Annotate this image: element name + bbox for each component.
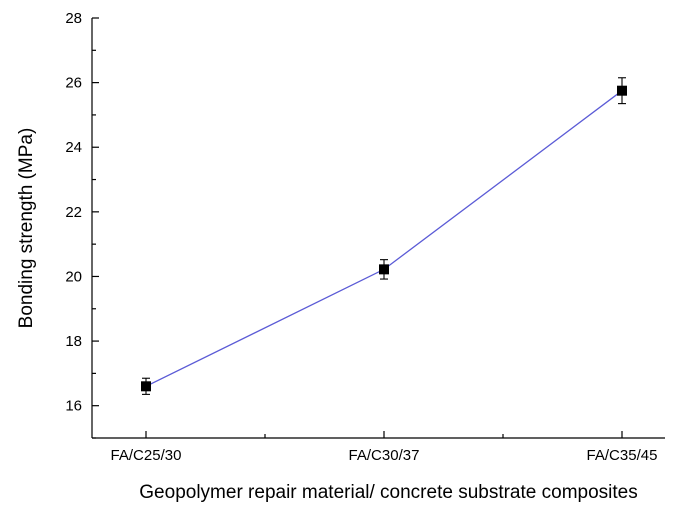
y-tick-label: 26 <box>65 75 82 92</box>
data-point-marker <box>617 85 627 96</box>
plot-frame <box>91 18 665 439</box>
y-tick-label: 16 <box>65 398 82 415</box>
data-point-marker <box>379 264 389 275</box>
y-axis-ticks: 16 18 20 22 24 26 28 <box>65 10 99 439</box>
x-axis-ticks: FA/C25/30 FA/C30/37 FA/C35/45 <box>111 431 658 464</box>
y-tick-label: 24 <box>65 139 82 156</box>
y-tick-label: 20 <box>65 268 82 285</box>
x-tick-label: FA/C30/37 <box>349 447 420 464</box>
series-line <box>145 90 623 387</box>
y-tick-label: 18 <box>65 333 82 350</box>
x-axis-title: Geopolymer repair material/ concrete sub… <box>139 482 637 503</box>
series-layer <box>141 77 627 395</box>
y-tick-label: 28 <box>65 10 82 27</box>
data-point-marker <box>141 381 151 392</box>
x-tick-label: FA/C35/45 <box>587 447 658 464</box>
x-tick-label: FA/C25/30 <box>111 447 182 464</box>
y-tick-label: 22 <box>65 204 82 221</box>
y-axis-title: Bonding strength (MPa) <box>16 128 37 329</box>
